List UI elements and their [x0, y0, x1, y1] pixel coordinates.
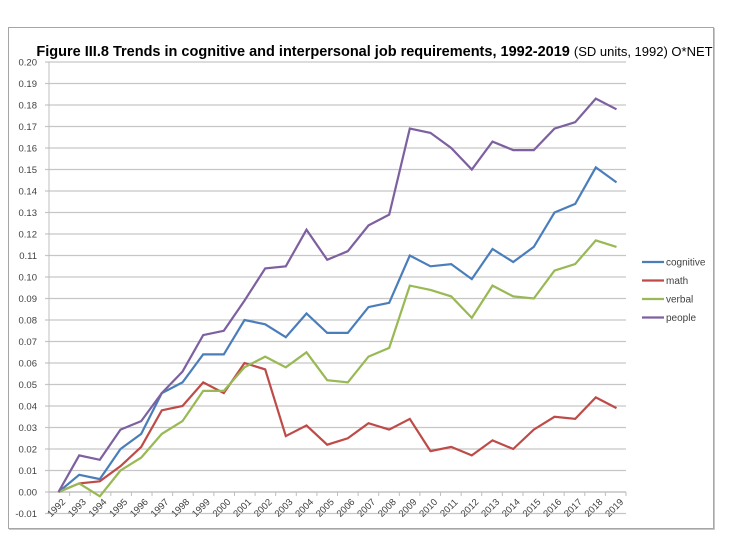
y-tick-label: 0.13 [19, 208, 38, 219]
x-tick-label: 1998 [169, 497, 192, 520]
chart-title-main: Figure III.8 Trends in cognitive and int… [36, 44, 570, 60]
gridlines [45, 61, 626, 515]
legend-label-verbal: verbal [666, 295, 693, 306]
x-tick-label: 2017 [562, 497, 585, 520]
y-tick-label: 0.11 [19, 251, 37, 262]
x-tick-label: 2009 [397, 497, 420, 520]
x-tick-label: 2006 [335, 497, 358, 520]
x-tick-label: 2019 [603, 497, 626, 520]
legend: cognitive math verbal people [642, 258, 706, 324]
y-tick-label: 0.09 [19, 294, 38, 305]
y-tick-label: 0.18 [19, 101, 38, 112]
y-tick-label: 0.03 [19, 423, 38, 434]
y-tick-label: 0.14 [19, 187, 38, 198]
x-tick-label: 2003 [273, 497, 296, 520]
x-tick-label: 2015 [521, 497, 544, 520]
y-tick-label: 0.16 [19, 144, 38, 155]
x-tick-label: 2001 [231, 497, 254, 520]
x-tick-label: 2004 [293, 497, 316, 520]
x-axis-ticks: 1992199319941995199619971998199920002001… [45, 497, 626, 520]
y-tick-label: 0.19 [19, 79, 38, 90]
y-axis-ticks: 0.20 0.19 0.18 0.17 0.16 0.15 0.14 0.13 0.12 0.11… [15, 58, 37, 521]
series-line-verbal [58, 239, 617, 498]
x-tick-label: 1995 [107, 497, 130, 520]
x-tick-label: 1999 [190, 497, 213, 520]
x-tick-label: 2014 [500, 497, 523, 520]
x-tick-label: 2007 [355, 497, 378, 520]
x-tick-label: 2005 [314, 497, 337, 520]
x-tick-label: 2018 [583, 497, 606, 520]
y-tick-label: 0.08 [19, 316, 38, 327]
series-line-people [57, 97, 618, 493]
y-tick-label: 0.00 [19, 488, 38, 499]
x-tick-label: 2013 [479, 497, 502, 520]
x-tick-label: 2010 [417, 497, 440, 520]
legend-label-math: math [666, 276, 688, 287]
x-tick-label: 2011 [438, 497, 460, 519]
series-lines [57, 97, 618, 498]
y-tick-label: 0.20 [19, 58, 38, 69]
series-line-math [58, 361, 618, 494]
series-line-cognitive [57, 165, 618, 493]
x-tick-label: 2002 [252, 497, 275, 520]
axes [48, 62, 627, 514]
x-tick-label: 2008 [376, 497, 399, 520]
legend-label-cognitive: cognitive [666, 258, 706, 269]
x-tick-label: 1996 [128, 497, 151, 520]
y-tick-label: 0.17 [19, 122, 38, 133]
x-tick-label: 1993 [66, 497, 89, 520]
chart-title-suffix: (SD units, 1992) O*NET [573, 44, 713, 59]
legend-label-people: people [666, 313, 696, 324]
x-tick-label: 1997 [149, 497, 172, 520]
x-tick-label: 1994 [87, 497, 110, 520]
y-tick-label: 0.10 [19, 273, 38, 284]
y-tick-label: -0.01 [15, 509, 37, 520]
x-tick-label: 2012 [459, 497, 482, 520]
x-tick-label: 2000 [211, 497, 234, 520]
y-tick-label: 0.15 [19, 165, 38, 176]
y-tick-label: 0.12 [19, 230, 38, 241]
y-tick-label: 0.05 [19, 380, 38, 391]
y-tick-label: 0.04 [19, 402, 38, 413]
y-tick-label: 0.02 [19, 445, 38, 456]
y-tick-label: 0.07 [19, 337, 38, 348]
y-tick-label: 0.06 [19, 359, 38, 370]
x-tick-label: 2016 [541, 497, 564, 520]
y-tick-label: 0.01 [19, 466, 38, 477]
chart-title: Figure III.8 Trends in cognitive and int… [0, 44, 749, 60]
